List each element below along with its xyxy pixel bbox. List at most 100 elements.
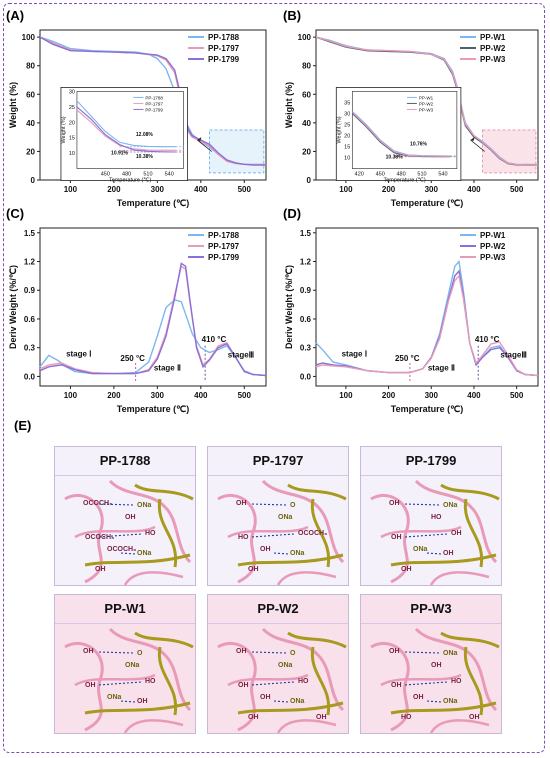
series-line [39, 262, 267, 377]
annotation-stage1: stage Ⅰ [66, 349, 91, 358]
pva-chain [414, 627, 498, 712]
chart-a-tga: 100 200 300 400 500 0 20 40 60 80 100 Temperature (… [8, 29, 267, 208]
y-tick-label: 0 [31, 176, 36, 185]
pva-chain [64, 641, 104, 732]
group-label: O [290, 502, 296, 509]
y-tick-label: 1.5 [300, 229, 312, 238]
y-tick-label: 80 [26, 62, 35, 71]
pva-chain [429, 571, 490, 585]
x-tick-label: 200 [107, 185, 121, 194]
y-tick-label: 0.0 [300, 372, 312, 381]
group-label: OH [413, 694, 424, 701]
y-tick-label: 100 [22, 33, 36, 42]
legend-label: PP-W3 [480, 253, 506, 262]
schematic-pp-1797: PP-1797 OH O ONa HO OCOCH₃ OH ONa OH [207, 446, 349, 586]
legend-label: PP-1797 [208, 44, 240, 53]
legend-label: PP-W1 [480, 231, 506, 240]
pva-chain [276, 719, 337, 733]
hydrogen-bond [251, 681, 295, 686]
inset-x-label: Temperature (℃) [109, 178, 151, 184]
schematic-pp-1799: PP-1799 OH ONa HO OH OH ONa OH OH [360, 446, 502, 586]
x-tick-label: 400 [467, 391, 481, 400]
zoom-arrow-head [197, 137, 202, 141]
pva-chain [108, 627, 192, 712]
x-tick-label: 300 [151, 185, 165, 194]
hydrogen-bond [251, 651, 287, 654]
group-label: HO [401, 714, 412, 721]
group-label: OH [431, 662, 442, 669]
schematic-pp-w1: PP-W1 OH O ONa OH HO ONa OH [54, 594, 196, 734]
group-label: OH [260, 546, 271, 553]
y-tick-label: 100 [298, 33, 312, 42]
inset-y-tick-label: 30 [69, 89, 75, 95]
inset-y-tick-label: 10 [344, 156, 350, 162]
pva-chain [227, 525, 309, 539]
x-axis-label: Temperature (℃) [391, 404, 463, 414]
group-label: ONa [137, 502, 152, 509]
annotation-stage2: stage Ⅱ [428, 364, 455, 373]
inset-annotation: 10.38% [386, 155, 404, 161]
cmc-chain [134, 483, 194, 501]
pva-chain [74, 525, 156, 539]
group-label: ONa [137, 550, 152, 557]
group-label: OCOCH₃ [298, 530, 327, 537]
y-tick-label: 0.0 [24, 372, 36, 381]
group-label: OH [260, 694, 271, 701]
group-label: OH [238, 682, 249, 689]
pva-chain [414, 479, 498, 564]
y-tick-label: 0.6 [24, 315, 36, 324]
annotation-250c: 250 °C [395, 354, 420, 363]
annotation-stage3: stageⅢ [500, 350, 526, 359]
x-tick-label: 400 [194, 185, 208, 194]
group-label: ONa [290, 698, 305, 705]
chart-d-dtg: 100 200 300 400 500 0.0 0.3 0.6 0.9 1.2 1.5 Tempera… [284, 227, 539, 414]
legend-label: PP-1788 [208, 33, 240, 42]
schematic-drawing: OCOCH₃ONaOHOCOCH₃HOOCOCH₃ONaOH [64, 479, 194, 585]
annotation-410c: 410 °C [202, 335, 227, 344]
zoom-arrow-head [470, 137, 475, 141]
plot-frame [39, 227, 267, 387]
inset-x-tick-label: 540 [165, 172, 174, 178]
y-tick-label: 0.9 [300, 286, 312, 295]
group-label: ONa [107, 694, 122, 701]
y-tick-label: 80 [302, 62, 311, 71]
schematic-pp-w2: PP-W2 OH O ONa OH HO OH ONa OH OH [207, 594, 349, 734]
inset-x-tick-label: 450 [101, 172, 110, 178]
pva-chain [227, 673, 309, 687]
hydrogen-bond [426, 552, 442, 555]
inset-x-tick-label: 480 [122, 172, 131, 178]
x-axis-label: Temperature (℃) [117, 198, 189, 208]
y-axis-label: Weight (%) [284, 82, 294, 128]
y-tick-label: 0.6 [300, 315, 312, 324]
y-axis-label: Weight (%) [8, 82, 18, 128]
x-tick-label: 400 [467, 185, 481, 194]
legend-label: PP-W1 [480, 33, 506, 42]
pva-chain [429, 719, 490, 733]
group-label: HO [145, 678, 156, 685]
group-label: O [137, 650, 143, 657]
legend-label: PP-1797 [208, 242, 240, 251]
hydrogen-bond [120, 700, 136, 703]
cmc-chain [287, 631, 347, 649]
schematic-title: PP-1799 [361, 447, 501, 476]
group-label: ONa [278, 514, 293, 521]
y-tick-label: 0.9 [24, 286, 36, 295]
cmc-chain [287, 483, 347, 501]
group-label: OH [248, 714, 259, 721]
schematic-title: PP-W1 [55, 595, 195, 624]
group-label: HO [431, 514, 442, 521]
y-tick-label: 40 [302, 119, 311, 128]
annotation-stage3: stageⅢ [228, 350, 254, 359]
y-tick-label: 0.3 [24, 344, 36, 353]
pva-chain [380, 525, 462, 539]
hydrogen-bond [98, 681, 142, 686]
schematic-title: PP-1788 [55, 447, 195, 476]
inset-legend-label: PP-1788 [145, 95, 163, 100]
pva-chain [380, 673, 462, 687]
chart-c-dtg: 100 200 300 400 500 0.0 0.3 0.6 0.9 1.2 1.5 Tempera… [8, 227, 267, 414]
x-tick-label: 100 [339, 185, 353, 194]
inset-y-tick-label: 35 [344, 100, 350, 106]
zoom-region [482, 129, 537, 174]
